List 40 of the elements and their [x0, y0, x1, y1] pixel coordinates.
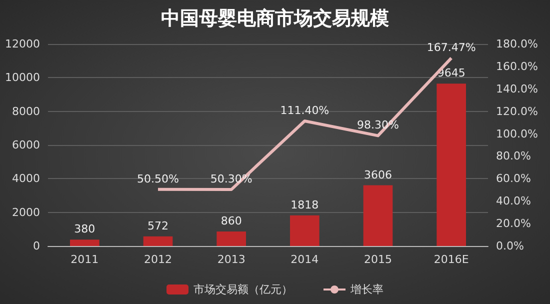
- bar: [290, 215, 320, 246]
- legend-label: 增长率: [350, 283, 384, 296]
- x-tick-label: 2013: [217, 253, 246, 266]
- y2-tick-label: 100.0%: [496, 127, 538, 140]
- y2-tick-label: 0.0%: [496, 240, 524, 252]
- y2-tick-label: 60.0%: [496, 172, 531, 186]
- data-label: 111.40%: [280, 104, 330, 117]
- data-label: 860: [220, 214, 242, 228]
- y-tick-label: 12000: [5, 38, 40, 50]
- x-tick-label: 2014: [290, 253, 319, 266]
- y-tick-label: 6000: [12, 138, 40, 152]
- x-tick-label: 2011: [70, 253, 99, 266]
- data-label: 380: [74, 222, 96, 236]
- data-label: 1818: [290, 198, 319, 212]
- y2-tick-label: 140.0%: [496, 82, 538, 96]
- y-tick-label: 10000: [5, 71, 40, 84]
- x-tick-label: 2016E: [434, 253, 469, 266]
- y2-tick-label: 20.0%: [496, 217, 531, 230]
- bar: [143, 236, 173, 246]
- y2-tick-label: 80.0%: [496, 150, 531, 163]
- y2-tick-label: 120.0%: [496, 104, 538, 118]
- data-label: 167.47%: [426, 41, 476, 54]
- bar: [436, 84, 466, 246]
- y-tick-label: 0: [33, 240, 40, 252]
- data-label: 572: [148, 219, 168, 232]
- bar: [70, 240, 100, 246]
- bar: [363, 185, 393, 246]
- y-tick-label: 2000: [12, 206, 40, 219]
- legend-label: 市场交易额（亿元）: [194, 283, 292, 296]
- chart-title: 中国母婴电商市场交易规模: [161, 8, 389, 30]
- data-label: 3606: [364, 168, 392, 182]
- x-tick-label: 2015: [364, 253, 392, 266]
- y2-tick-label: 40.0%: [496, 194, 531, 208]
- y2-tick-label: 180.0%: [496, 38, 538, 50]
- x-tick-label: 2012: [144, 253, 172, 266]
- y-tick-label: 8000: [12, 104, 40, 118]
- data-label: 50.50%: [137, 172, 179, 186]
- bar: [216, 232, 246, 246]
- y-tick-label: 4000: [12, 172, 40, 186]
- y2-tick-label: 160.0%: [496, 60, 538, 73]
